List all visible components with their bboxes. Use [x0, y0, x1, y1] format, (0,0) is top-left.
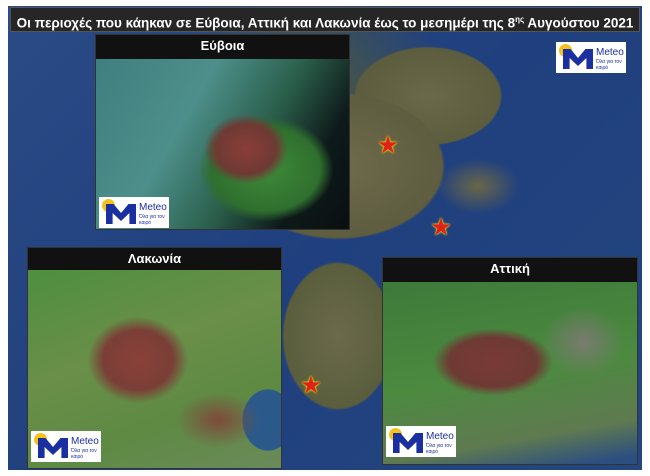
- meteo-logo: Meteo Όλα για τον καιρό: [556, 42, 626, 73]
- logo-name: Meteo: [596, 47, 624, 58]
- logo-tagline: Όλα για τον καιρό: [596, 59, 622, 71]
- panel-laconia: Λακωνία Meteo Όλα για τον καιρό: [27, 247, 282, 469]
- m-logo-icon: [38, 438, 68, 458]
- meteo-logo: Meteo Όλα για τον καιρό: [386, 426, 456, 457]
- logo-name: Meteo: [426, 431, 454, 442]
- red-star-icon: ★: [430, 214, 452, 241]
- m-logo-icon: [106, 204, 136, 224]
- red-star-icon: ★: [377, 132, 399, 159]
- panel-attica: Αττική Meteo Όλα για τον καιρό: [382, 257, 638, 465]
- m-logo-icon: [563, 49, 593, 69]
- panel-title-euboea: Εύβοια: [96, 35, 349, 57]
- logo-tagline: Όλα για τον καιρό: [426, 443, 452, 455]
- meteo-logo: Meteo Όλα για τον καιρό: [99, 197, 169, 228]
- panel-title-attica: Αττική: [383, 258, 637, 280]
- title-superscript: ης: [515, 15, 525, 24]
- logo-tagline: Όλα για τον καιρό: [139, 214, 165, 226]
- meteo-logo: Meteo Όλα για τον καιρό: [31, 431, 101, 462]
- m-logo-icon: [393, 433, 423, 453]
- title-text-end: Αυγούστου 2021: [524, 15, 634, 31]
- logo-name: Meteo: [139, 202, 167, 213]
- logo-name: Meteo: [71, 436, 99, 447]
- panel-euboea: Εύβοια Meteo Όλα για τον καιρό: [95, 34, 350, 230]
- title-text: Οι περιοχές που κάηκαν σε Εύβοια, Αττική…: [16, 15, 516, 31]
- page-title: Οι περιοχές που κάηκαν σε Εύβοια, Αττική…: [10, 7, 640, 32]
- red-star-icon: ★: [300, 372, 322, 399]
- panel-title-laconia: Λακωνία: [28, 248, 281, 270]
- logo-tagline: Όλα για τον καιρό: [71, 448, 97, 460]
